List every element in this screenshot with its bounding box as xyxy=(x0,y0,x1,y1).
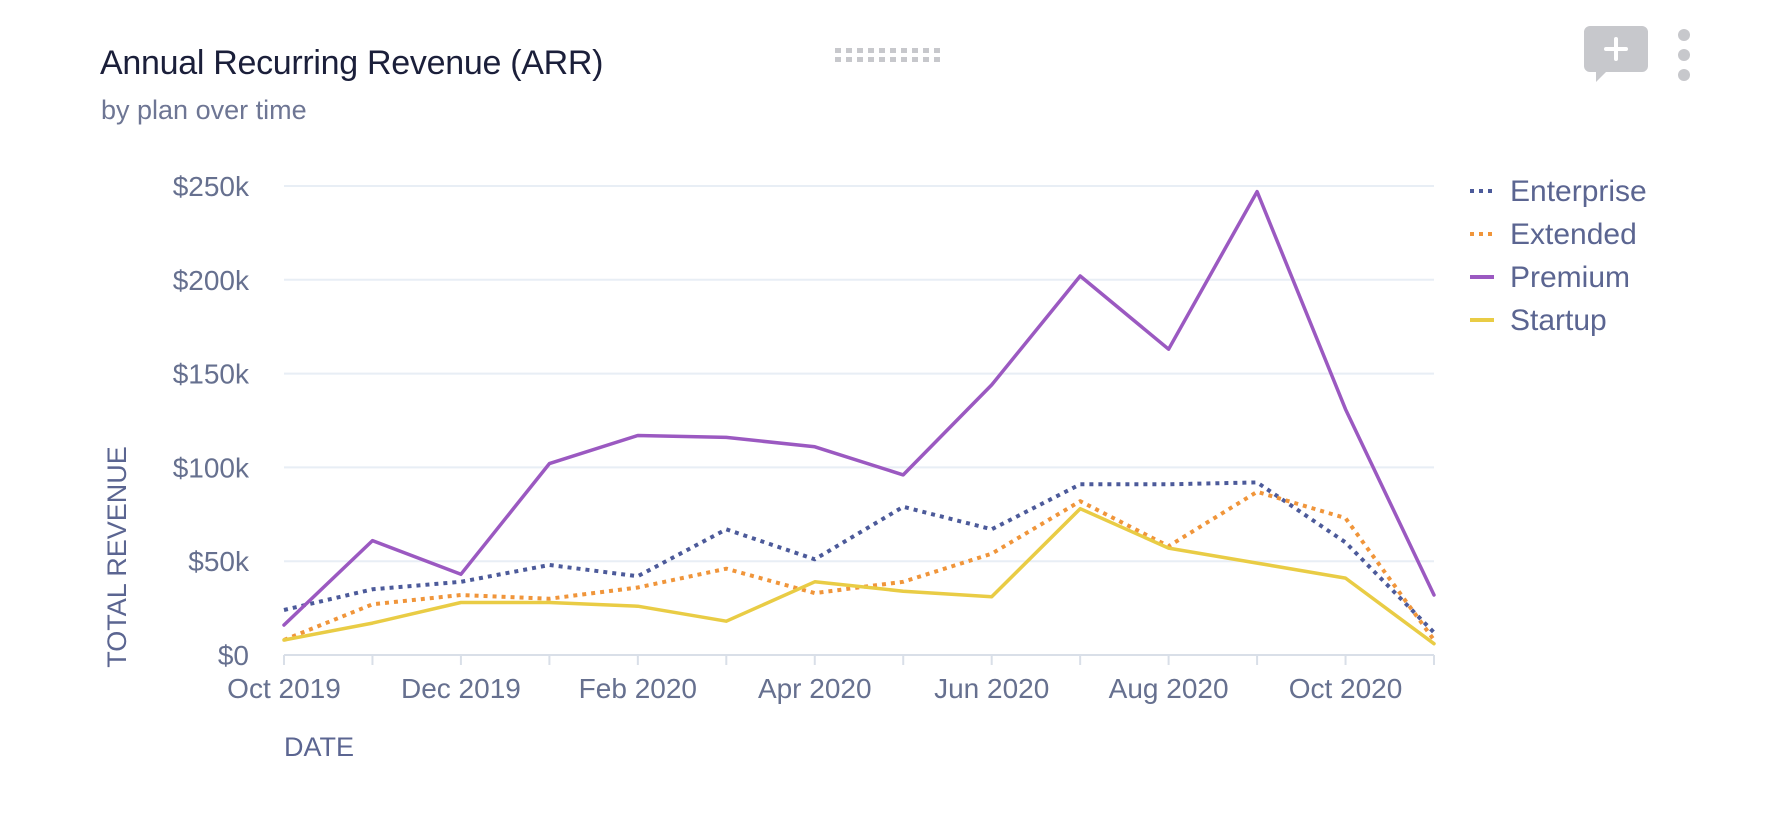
y-tick-label: $150k xyxy=(173,359,250,390)
drag-dot xyxy=(857,48,863,53)
drag-dot xyxy=(923,48,929,53)
add-comment-button[interactable] xyxy=(1584,26,1648,84)
series-lines xyxy=(282,189,1436,646)
drag-dot xyxy=(934,48,940,53)
x-tick-label: Oct 2019 xyxy=(227,673,341,704)
chart-subtitle: by plan over time xyxy=(101,95,307,125)
x-tick-label: Dec 2019 xyxy=(401,673,521,704)
x-axis: Oct 2019 Dec 2019 Feb 2020 Apr 2020 Jun 2020… xyxy=(227,654,1435,704)
y-tick-label: $100k xyxy=(173,452,250,483)
y-axis-label: TOTAL REVENUE xyxy=(102,446,132,668)
drag-handle-icon[interactable] xyxy=(833,46,943,64)
drag-dot xyxy=(890,57,896,62)
more-options-button[interactable] xyxy=(1670,28,1698,82)
more-vertical-icon xyxy=(1678,29,1690,81)
drag-dot xyxy=(868,57,874,62)
legend-label: Startup xyxy=(1510,304,1607,337)
legend-item-premium[interactable]: Premium xyxy=(1470,261,1630,294)
legend-item-extended[interactable]: Extended xyxy=(1470,218,1637,251)
series-line-enterprise xyxy=(283,480,1436,634)
drag-dot xyxy=(912,48,918,53)
drag-dot xyxy=(846,57,852,62)
legend-item-startup[interactable]: Startup xyxy=(1470,304,1607,337)
legend-item-enterprise[interactable]: Enterprise xyxy=(1470,175,1647,208)
y-tick-label: $0 xyxy=(218,640,249,671)
drag-dot xyxy=(901,48,907,53)
y-tick-label: $50k xyxy=(188,546,250,577)
series-line-startup xyxy=(282,506,1436,646)
series-line-premium xyxy=(282,189,1436,627)
series-line-extended xyxy=(283,489,1436,642)
legend-label: Enterprise xyxy=(1510,175,1647,208)
drag-dot xyxy=(868,48,874,53)
x-tick-label: Aug 2020 xyxy=(1109,673,1229,704)
legend-label: Premium xyxy=(1510,261,1630,294)
y-axis-ticks: $0 $50k $100k $150k $200k $250k xyxy=(173,171,250,671)
legend: Enterprise Extended Premium Startup xyxy=(1470,175,1647,337)
drag-dot xyxy=(879,48,885,53)
drag-dot xyxy=(857,57,863,62)
x-tick-label: Feb 2020 xyxy=(579,673,697,704)
drag-dot xyxy=(923,57,929,62)
drag-dot xyxy=(835,48,841,53)
x-tick-label: Apr 2020 xyxy=(758,673,872,704)
chart-title: Annual Recurring Revenue (ARR) xyxy=(100,44,604,82)
drag-dot xyxy=(901,57,907,62)
grid-lines xyxy=(284,185,1434,656)
legend-label: Extended xyxy=(1510,218,1637,251)
y-tick-label: $200k xyxy=(173,265,250,296)
drag-dot xyxy=(912,57,918,62)
x-tick-label: Oct 2020 xyxy=(1289,673,1403,704)
drag-dot xyxy=(934,57,940,62)
drag-dot xyxy=(846,48,852,53)
drag-dot xyxy=(890,48,896,53)
y-tick-label: $250k xyxy=(173,171,250,202)
drag-dot xyxy=(835,57,841,62)
x-tick-label: Jun 2020 xyxy=(934,673,1049,704)
x-axis-label: DATE xyxy=(284,732,354,762)
drag-dot xyxy=(879,57,885,62)
